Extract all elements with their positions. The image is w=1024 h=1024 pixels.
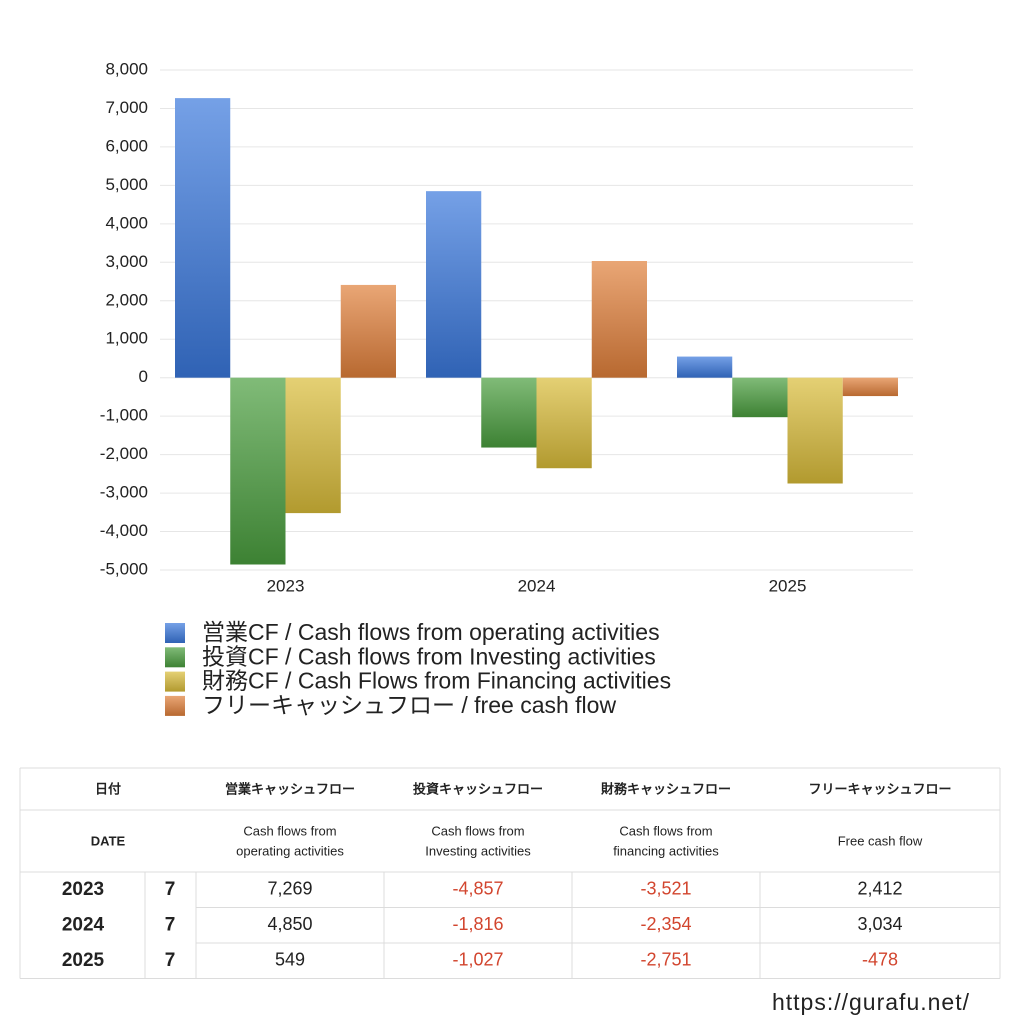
table-value: -3,521 (640, 879, 691, 899)
table-year: 2023 (62, 879, 104, 900)
table-header-en: Investing activities (425, 843, 531, 858)
table-value: 2,412 (857, 879, 902, 899)
bar (340, 284, 396, 378)
y-tick-label: -1,000 (100, 406, 148, 425)
legend-swatch (165, 647, 185, 668)
legend-label: 営業CF / Cash flows from operating activit… (202, 619, 660, 645)
table-year: 2024 (62, 914, 105, 935)
table-value: -1,816 (452, 914, 503, 934)
y-tick-label: -3,000 (100, 483, 148, 502)
bar (842, 377, 898, 397)
table-header-jp: 営業キャッシュフロー (225, 781, 355, 796)
y-tick-label: 5,000 (105, 175, 148, 194)
legend-swatch (165, 695, 185, 716)
legend-swatch (165, 623, 185, 643)
table-header-en: Cash flows from (243, 823, 336, 838)
table-value: 7,269 (267, 879, 312, 899)
table-value: 3,034 (857, 914, 902, 934)
legend-swatch (165, 671, 185, 692)
y-tick-label: -4,000 (100, 521, 148, 540)
y-tick-label: -5,000 (100, 559, 148, 578)
x-tick-label: 2025 (769, 576, 807, 595)
bar (426, 191, 482, 378)
table-month: 7 (165, 879, 176, 900)
y-tick-label: 6,000 (105, 136, 148, 155)
bar (285, 377, 341, 514)
bar (732, 377, 788, 418)
bar (481, 377, 537, 448)
table-header-en: Cash flows from (431, 823, 524, 838)
legend-label: フリーキャッシュフロー / free cash flow (202, 692, 616, 718)
x-tick-label: 2023 (267, 576, 305, 595)
table-value: -4,857 (452, 879, 503, 899)
table-value: -2,354 (640, 914, 691, 934)
table-value: -1,027 (452, 950, 503, 970)
table-header-en: Cash flows from (619, 823, 712, 838)
y-tick-label: 4,000 (105, 213, 148, 232)
table-header-date-en: DATE (91, 833, 126, 848)
bar (677, 356, 733, 378)
y-tick-label: 7,000 (105, 98, 148, 117)
table-header-en: financing activities (613, 843, 719, 858)
footer-url: https://gurafu.net/ (772, 989, 970, 1015)
table-year: 2025 (62, 950, 105, 971)
table-header-date-jp: 日付 (95, 781, 121, 796)
y-tick-label: 0 (139, 367, 148, 386)
table-header-en: Free cash flow (838, 833, 923, 848)
y-tick-label: -2,000 (100, 444, 148, 463)
bar (536, 377, 592, 469)
table-header-jp: 投資キャッシュフロー (413, 781, 543, 796)
bar (787, 377, 843, 484)
table-header-jp: 財務キャッシュフロー (600, 781, 731, 796)
table-value: -478 (862, 950, 898, 970)
y-tick-label: 8,000 (105, 59, 148, 78)
bar (591, 261, 647, 378)
table-month: 7 (165, 914, 176, 935)
legend-label: 財務CF / Cash Flows from Financing activit… (202, 668, 671, 694)
table-header-en: operating activities (236, 843, 344, 858)
y-tick-label: 2,000 (105, 290, 148, 309)
bar (230, 377, 286, 565)
table-header-jp: フリーキャッシュフロー (808, 781, 951, 796)
table-value: 4,850 (267, 914, 312, 934)
bar (175, 98, 231, 378)
y-tick-label: 3,000 (105, 252, 148, 271)
legend-label: 投資CF / Cash flows from Investing activit… (202, 643, 656, 669)
x-tick-label: 2024 (518, 576, 556, 595)
y-tick-label: 1,000 (105, 329, 148, 348)
table-month: 7 (165, 950, 176, 971)
table-value: -2,751 (640, 950, 691, 970)
table-value: 549 (275, 950, 305, 970)
